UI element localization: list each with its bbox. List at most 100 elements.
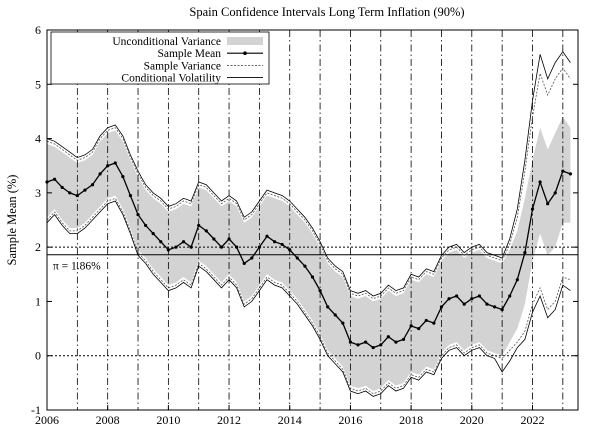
sample-mean-point xyxy=(90,183,95,187)
sample-mean-point xyxy=(75,193,79,198)
sample-mean-point xyxy=(288,248,292,252)
y-tick-label: 5 xyxy=(35,77,41,91)
sample-mean-point xyxy=(341,321,345,325)
sample-mean-point xyxy=(106,164,110,168)
sample-mean-point xyxy=(326,305,330,309)
legend-swatch-mean-point xyxy=(243,51,247,55)
x-tick-label: 2022 xyxy=(520,413,544,427)
band-layer xyxy=(47,116,571,392)
sample-mean-point xyxy=(212,237,216,241)
sample-mean-point xyxy=(530,207,535,211)
sample-mean-point xyxy=(356,343,360,347)
sample-mean-point xyxy=(83,188,87,192)
y-tick-label: 2 xyxy=(35,240,41,254)
x-tick-label: 2016 xyxy=(338,413,362,427)
sample-mean-point xyxy=(197,223,201,228)
x-tick-label: 2020 xyxy=(460,413,484,427)
sample-mean-point xyxy=(439,305,444,309)
sample-mean-point xyxy=(364,340,368,344)
sample-mean-point xyxy=(455,294,459,298)
y-tick-label: 0 xyxy=(35,349,41,363)
sample-mean-point xyxy=(181,240,186,244)
y-tick-label: 6 xyxy=(35,23,41,37)
conditional-volatility-lower xyxy=(46,200,571,397)
x-tick-label: 2006 xyxy=(35,413,59,427)
sample-mean-point xyxy=(462,302,466,306)
sample-mean-point xyxy=(219,245,224,249)
sample-mean-point xyxy=(417,326,421,331)
sample-mean-point xyxy=(242,261,246,266)
x-tick-label: 2008 xyxy=(96,413,120,427)
x-tick-label: 2018 xyxy=(399,413,423,427)
sample-mean-point xyxy=(204,229,208,233)
sample-mean-point xyxy=(144,223,148,228)
sample-mean-point xyxy=(159,240,163,244)
sample-mean-point xyxy=(485,302,489,306)
sample-mean-point xyxy=(538,180,542,184)
sample-mean-point xyxy=(424,318,428,323)
y-tick-label: -1 xyxy=(31,403,41,417)
sample-mean-point xyxy=(303,264,307,268)
axes: -1 0 1 2 3 4 5 6 2006 2008 2010 2012 2014 2016 2018 202… xyxy=(31,23,579,427)
legend-label: Sample Variance xyxy=(144,60,221,72)
sample-mean-point xyxy=(189,245,193,249)
sample-mean-point xyxy=(492,305,497,309)
legend-swatch-band xyxy=(227,37,263,45)
sample-mean-point xyxy=(546,202,550,206)
sample-mean-line xyxy=(46,162,571,349)
sample-mean-point xyxy=(371,345,375,350)
sample-mean-point xyxy=(515,278,519,282)
x-tick-label: 2010 xyxy=(156,413,180,427)
sample-mean-point xyxy=(113,161,117,165)
chart-title: Spain Confidence Intervals Long Term Inf… xyxy=(189,5,464,19)
sample-mean-point xyxy=(227,237,231,241)
sample-mean-point xyxy=(447,297,451,301)
sample-mean-point xyxy=(401,337,406,342)
sample-mean-point xyxy=(265,234,269,238)
sample-mean-point xyxy=(280,242,284,247)
y-tick-label: 4 xyxy=(35,132,41,146)
sample-mean-point xyxy=(174,245,178,249)
sample-variance-upper xyxy=(46,67,571,300)
annual-vertical-lines xyxy=(76,30,564,410)
sample-mean-point xyxy=(561,169,565,173)
sample-mean-point xyxy=(136,212,140,217)
sample-mean-point xyxy=(470,297,474,301)
sample-mean-point xyxy=(508,294,512,298)
sample-mean-point xyxy=(151,231,155,236)
sample-mean-point xyxy=(568,172,573,176)
legend-label: Conditional Volatility xyxy=(121,73,221,85)
sample-mean-point xyxy=(379,343,383,347)
y-tick-label: 3 xyxy=(35,186,41,200)
conditional-volatility-upper xyxy=(46,51,571,297)
sample-mean-point xyxy=(318,288,322,293)
sample-mean-point xyxy=(477,294,481,298)
x-tick-label: 2012 xyxy=(217,413,241,427)
sample-mean-point xyxy=(250,256,254,260)
sample-variance-lower xyxy=(46,197,571,395)
sample-mean-point xyxy=(68,191,72,195)
sample-mean-point xyxy=(523,250,527,255)
x-tick-label: 2014 xyxy=(278,413,302,427)
series-layer xyxy=(45,51,573,397)
sample-mean-point xyxy=(310,275,315,279)
unconditional-variance-band xyxy=(47,116,571,392)
sample-mean-point xyxy=(295,256,299,260)
sample-mean-point xyxy=(386,335,390,339)
y-axis-label: Sample Mean (%) xyxy=(5,175,19,266)
sample-mean-point xyxy=(52,177,57,181)
plot-frame xyxy=(46,29,579,411)
sample-mean-point xyxy=(257,245,261,249)
legend-label: Unconditional Variance xyxy=(112,36,221,48)
sample-mean-point xyxy=(98,172,102,176)
plot-area: π = 1.86% -1 0 1 2 3 4 5 6 2006 2008 2010 2012 2014 2… xyxy=(31,23,579,427)
sample-mean-point xyxy=(60,185,64,190)
sample-mean-point xyxy=(333,313,337,317)
sample-mean-point xyxy=(553,191,557,195)
sample-mean-point xyxy=(409,324,413,328)
sample-mean-point xyxy=(432,321,436,325)
sample-mean-point xyxy=(235,245,239,249)
sample-mean-point xyxy=(121,174,125,179)
